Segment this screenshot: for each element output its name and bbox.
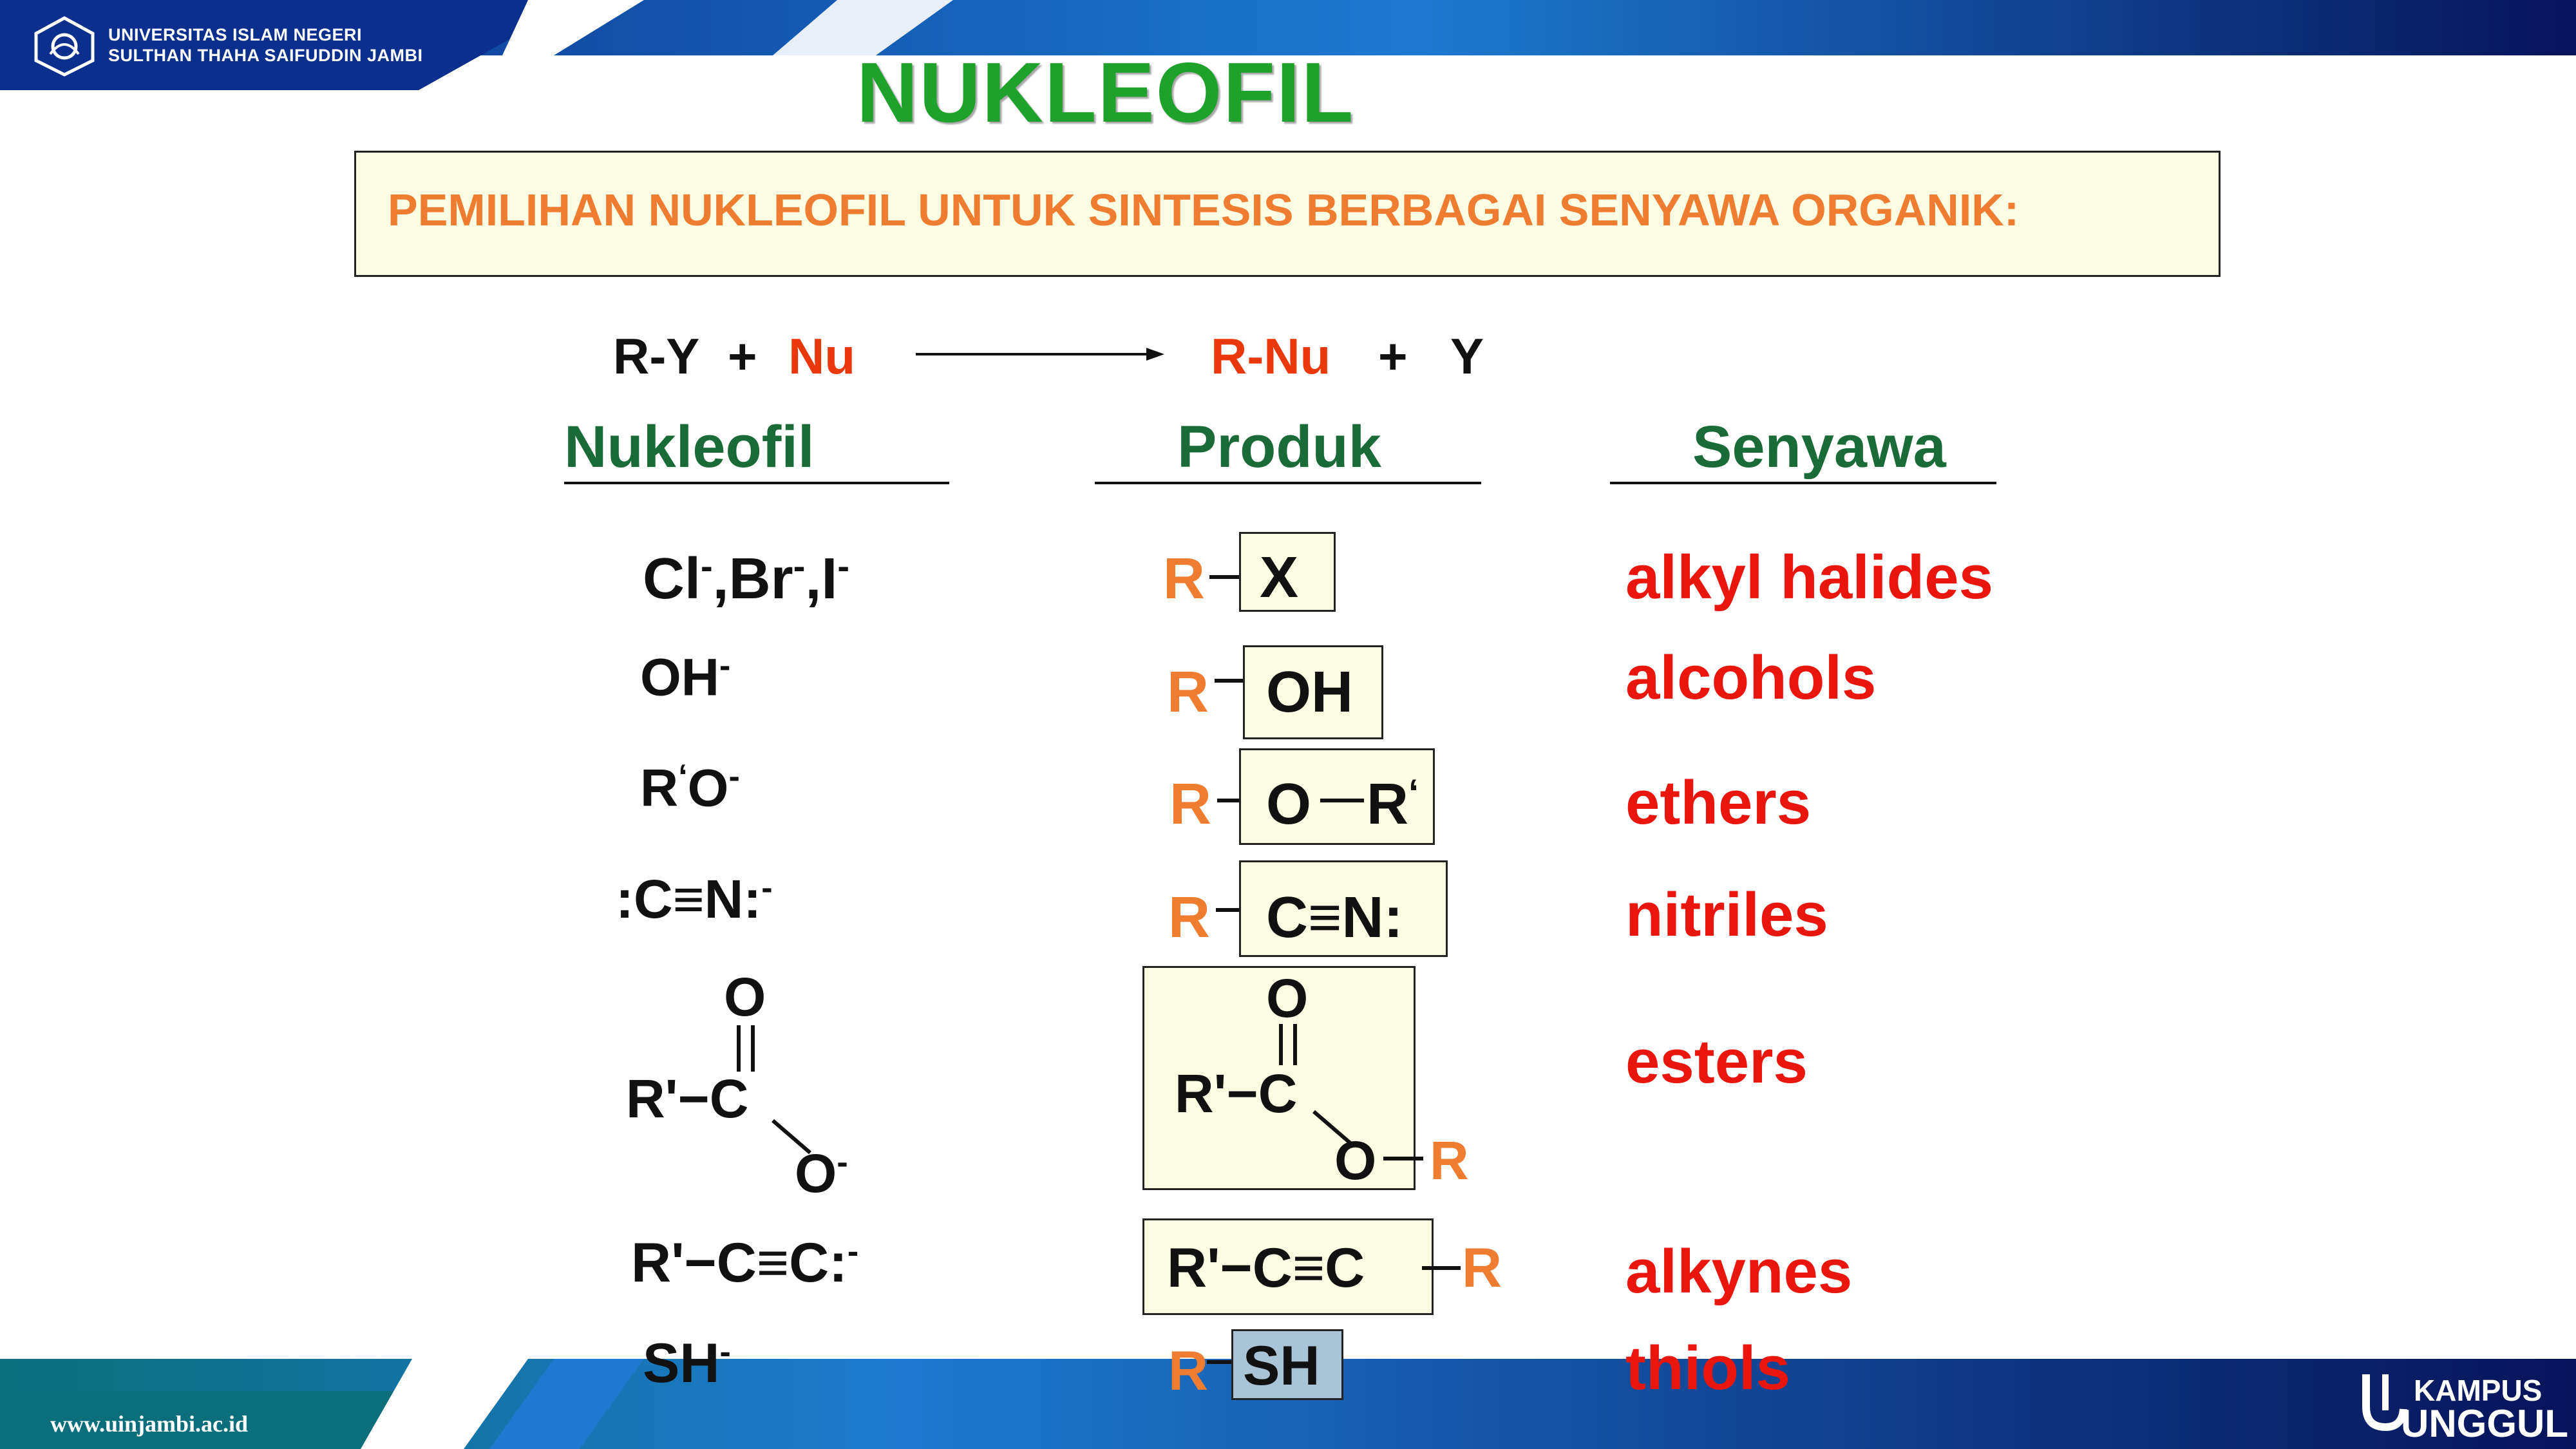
- column-header-product: Produk: [1177, 414, 1381, 480]
- column-header-nucleophile: Nukleofil: [564, 414, 815, 480]
- product-box-alkyne: [1142, 1218, 1434, 1315]
- eq-leaving-group: Y: [1450, 328, 1484, 384]
- product-group-halide: X: [1260, 545, 1299, 610]
- university-logo-icon: [34, 16, 95, 77]
- nucleophile-carboxylate-o: O: [724, 967, 766, 1027]
- product-ether-r-prime: R‘: [1367, 772, 1419, 837]
- bond: [1215, 679, 1262, 683]
- product-ester-o: O: [1266, 968, 1309, 1028]
- kampus-unggul-logo-icon: [2362, 1374, 2407, 1432]
- product-ester-o-single: O: [1334, 1130, 1377, 1191]
- nucleophile-halides: Cl-,Br-,I-: [643, 545, 850, 611]
- bond: [1207, 1360, 1245, 1364]
- eq-nucleophile: Nu: [788, 328, 855, 384]
- bond: [1293, 1024, 1297, 1065]
- compound-nitriles: nitriles: [1625, 880, 1828, 949]
- nucleophile-hydrosulfide: SH-: [643, 1332, 731, 1394]
- eq-substrate: R-Y: [613, 328, 700, 384]
- university-name-line1: UNIVERSITAS ISLAM NEGERI: [108, 25, 363, 44]
- product-r-alkyne: R: [1462, 1237, 1502, 1299]
- subtitle-text: PEMILIHAN NUKLEOFIL UNTUK SINTESIS BERBA…: [388, 185, 2020, 235]
- compound-thiols: thiols: [1625, 1334, 1790, 1403]
- product-group-thiol: SH: [1243, 1335, 1320, 1397]
- product-box-nitrile: [1239, 860, 1448, 957]
- column-header-compound: Senyawa: [1692, 414, 1946, 480]
- compound-alcohols: alcohols: [1625, 643, 1877, 712]
- nucleophile-alkoxide: R‘O-: [640, 758, 740, 818]
- bond: [737, 1025, 741, 1072]
- brand-line-2: UNGGUL: [2401, 1402, 2568, 1445]
- university-name: UNIVERSITAS ISLAM NEGERI SULTHAN THAHA S…: [108, 24, 422, 66]
- bond: [751, 1025, 755, 1072]
- product-box-halide: [1239, 532, 1336, 612]
- bond: [772, 1119, 811, 1155]
- column-underline-compound: [1610, 482, 1996, 484]
- nucleophile-carboxylate-rc: R'−C: [626, 1068, 749, 1129]
- bond: [1320, 799, 1364, 802]
- reaction-arrow-icon: [916, 348, 1164, 361]
- product-nitrile-group: C≡N:: [1266, 886, 1403, 950]
- product-group-alcohol: OH: [1266, 660, 1353, 724]
- eq-plus-1: +: [728, 328, 757, 384]
- column-underline-nucleophile: [564, 482, 949, 484]
- header-band: [0, 0, 2576, 90]
- product-ester-rc: R'−C: [1175, 1063, 1298, 1124]
- brand-line-1: KAMPUS: [2414, 1374, 2543, 1407]
- column-underline-product: [1095, 482, 1481, 484]
- slide-title: NUKLEOFIL: [857, 45, 1355, 140]
- subtitle-banner: [354, 151, 2221, 277]
- product-box-thiol: [1231, 1329, 1343, 1400]
- product-box-alcohol: [1243, 645, 1383, 739]
- product-r-ether: R: [1170, 772, 1211, 837]
- product-r-alcohol: R: [1167, 660, 1209, 724]
- eq-product: R-Nu: [1211, 328, 1331, 384]
- nucleophile-hydroxide: OH-: [640, 647, 731, 707]
- compound-alkynes: alkynes: [1625, 1237, 1853, 1306]
- product-box-ester: [1142, 966, 1416, 1190]
- bond: [1422, 1266, 1461, 1270]
- nucleophile-acetylide: R'−C≡C:-: [631, 1232, 859, 1294]
- bond: [1383, 1157, 1423, 1160]
- compound-alkyl-halides: alkyl halides: [1625, 543, 1993, 612]
- footer-url: www.uinjambi.ac.id: [50, 1411, 249, 1437]
- product-r-nitrile: R: [1168, 886, 1210, 950]
- eq-plus-2: +: [1378, 328, 1408, 384]
- nucleophile-carboxylate-o-minus: O-: [795, 1143, 848, 1204]
- nucleophile-cyanide: :C≡N:-: [616, 869, 773, 929]
- bond: [1312, 1110, 1352, 1146]
- product-r-halide: R: [1163, 547, 1205, 611]
- bond: [1209, 575, 1257, 579]
- compound-esters: esters: [1625, 1027, 1808, 1096]
- product-r-thiol: R: [1168, 1340, 1209, 1402]
- bond: [1279, 1024, 1283, 1065]
- product-alkyne-group: R'−C≡C: [1167, 1237, 1365, 1299]
- product-ether-oxygen: O: [1266, 772, 1312, 837]
- university-name-line2: SULTHAN THAHA SAIFUDDIN JAMBI: [108, 46, 423, 65]
- product-box-ether: [1239, 748, 1435, 845]
- footer-band: [0, 1359, 2576, 1449]
- product-r-ester: R: [1430, 1130, 1469, 1191]
- compound-ethers: ethers: [1625, 768, 1812, 837]
